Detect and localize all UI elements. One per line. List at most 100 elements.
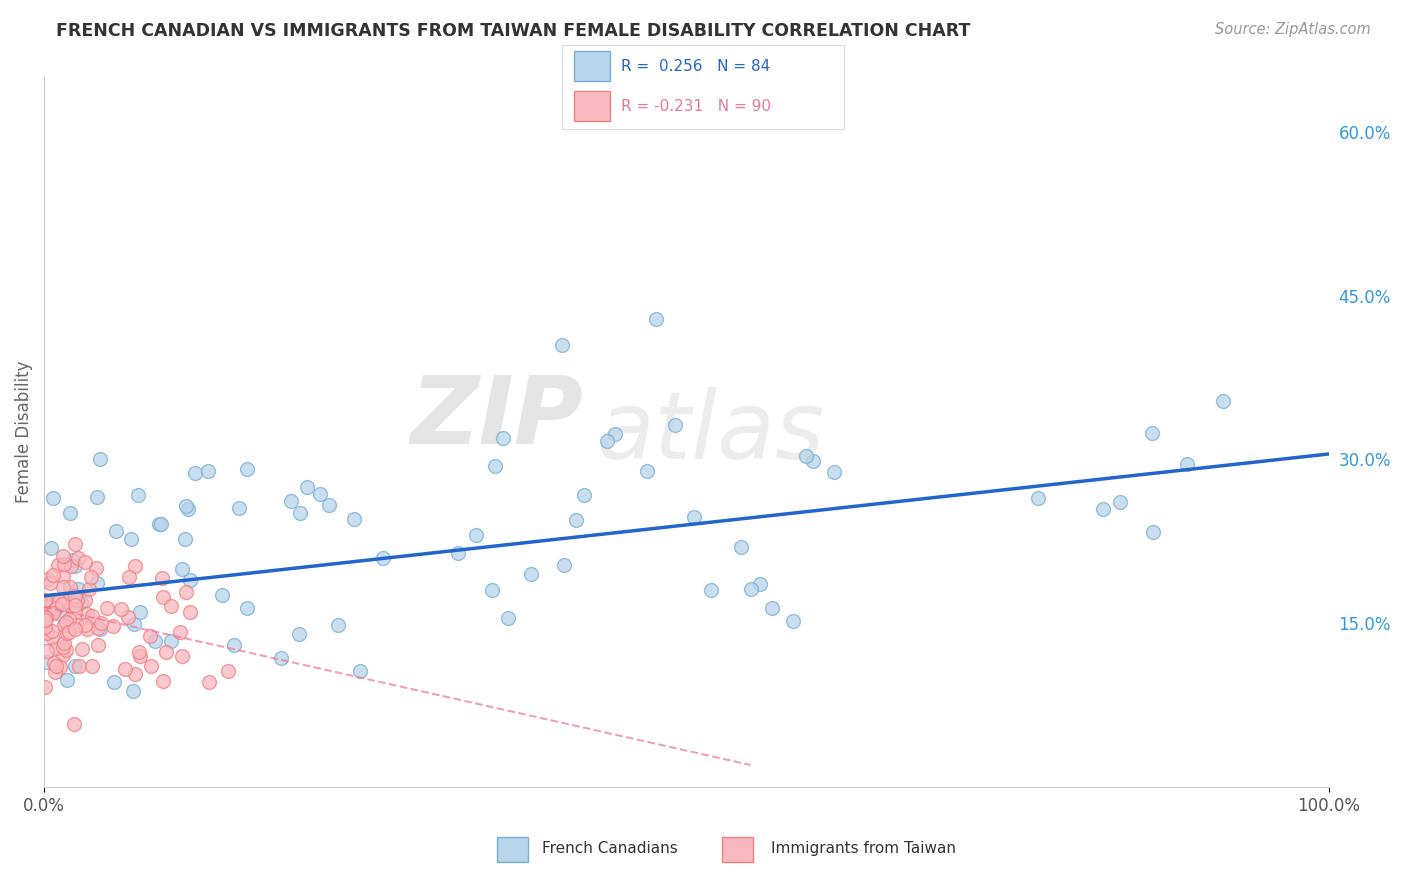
Point <box>520 567 543 582</box>
Point <box>56 626 79 640</box>
Point <box>41 541 63 555</box>
Point <box>160 634 183 648</box>
Point <box>58 625 80 640</box>
Point <box>183 467 205 481</box>
Point <box>35 599 58 613</box>
Point <box>288 506 311 520</box>
Point <box>496 610 519 624</box>
Point <box>328 617 350 632</box>
Point <box>1109 495 1132 509</box>
Point <box>1091 501 1114 516</box>
Point <box>447 546 470 560</box>
Point <box>318 498 340 512</box>
Point <box>86 490 108 504</box>
Point <box>63 716 86 731</box>
Text: R =  0.256   N = 84: R = 0.256 N = 84 <box>621 59 770 74</box>
Point <box>89 622 111 636</box>
Point <box>37 655 59 669</box>
Point <box>59 595 82 609</box>
Point <box>79 570 101 584</box>
Point <box>73 555 96 569</box>
Point <box>55 594 77 608</box>
Point <box>198 675 221 690</box>
Point <box>73 617 96 632</box>
Point <box>52 648 75 662</box>
Point <box>481 583 503 598</box>
Point <box>1175 457 1198 471</box>
Point <box>70 595 93 609</box>
Point <box>683 510 706 524</box>
Point <box>120 532 142 546</box>
Point <box>197 464 219 478</box>
Point <box>636 464 658 478</box>
Point <box>152 674 174 689</box>
Point <box>464 528 486 542</box>
Point <box>740 582 762 596</box>
Point <box>117 610 139 624</box>
Point <box>124 559 146 574</box>
Point <box>217 664 239 678</box>
Point <box>34 592 56 607</box>
Point <box>51 569 73 583</box>
Point <box>35 611 58 625</box>
Point <box>129 606 152 620</box>
Point <box>59 506 82 520</box>
Point <box>127 487 149 501</box>
Point <box>553 558 575 572</box>
Point <box>270 650 292 665</box>
Point <box>295 480 318 494</box>
Point <box>49 660 72 674</box>
Point <box>160 599 183 614</box>
Y-axis label: Female Disability: Female Disability <box>15 361 32 503</box>
Point <box>34 620 56 634</box>
Point <box>288 627 311 641</box>
Point <box>179 605 201 619</box>
Point <box>121 683 143 698</box>
Point <box>700 582 723 597</box>
Point <box>603 426 626 441</box>
Point <box>35 626 58 640</box>
Point <box>41 631 63 645</box>
Point <box>63 605 86 619</box>
Point <box>228 500 250 515</box>
Point <box>76 622 98 636</box>
Point <box>46 558 69 573</box>
Point <box>574 488 596 502</box>
Point <box>139 629 162 643</box>
Point <box>782 614 804 628</box>
Point <box>172 562 194 576</box>
Point <box>66 550 89 565</box>
Point <box>761 601 783 615</box>
Point <box>63 598 86 612</box>
Point <box>349 664 371 678</box>
Point <box>645 312 668 326</box>
Point <box>128 648 150 663</box>
Point <box>70 642 93 657</box>
Point <box>90 615 112 630</box>
Text: Source: ZipAtlas.com: Source: ZipAtlas.com <box>1215 22 1371 37</box>
Point <box>211 588 233 602</box>
Point <box>551 337 574 351</box>
Point <box>67 659 90 673</box>
Point <box>51 597 73 611</box>
Point <box>139 658 162 673</box>
Point <box>63 623 86 637</box>
Point <box>67 582 90 596</box>
Point <box>87 621 110 635</box>
Point <box>155 645 177 659</box>
Point <box>152 590 174 604</box>
Point <box>101 618 124 632</box>
Point <box>86 575 108 590</box>
Point <box>42 567 65 582</box>
Point <box>39 576 62 591</box>
Point <box>45 601 67 615</box>
Point <box>63 659 86 673</box>
Point <box>63 536 86 550</box>
Point <box>1142 525 1164 540</box>
Point <box>664 417 686 432</box>
Point <box>87 638 110 652</box>
Point <box>117 570 139 584</box>
Point <box>37 608 59 623</box>
Point <box>37 572 59 586</box>
Point <box>52 549 75 563</box>
